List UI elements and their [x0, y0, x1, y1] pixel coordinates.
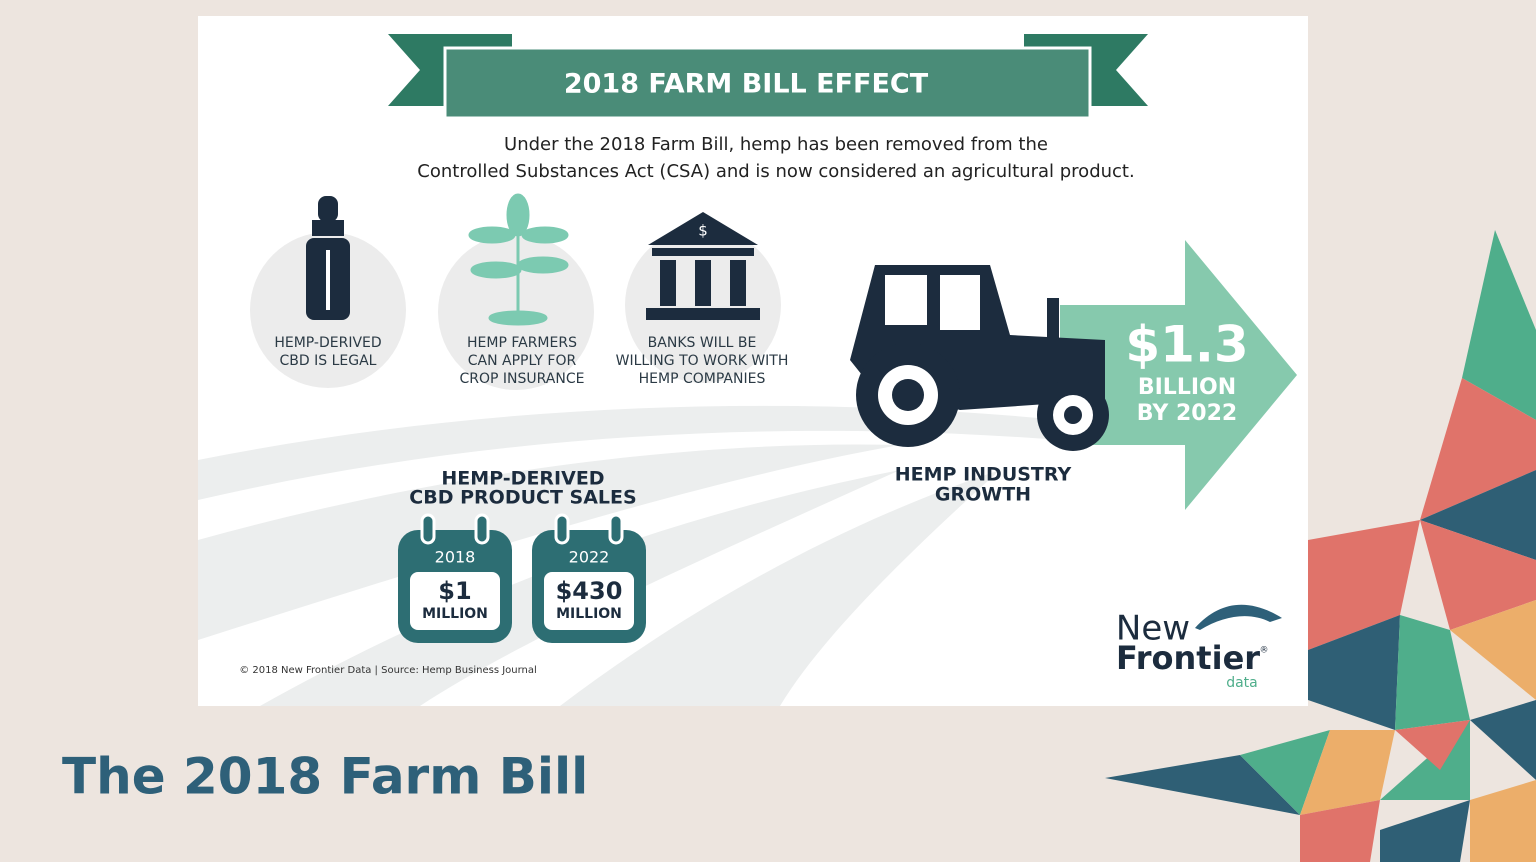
growth-when: BY 2022: [1137, 401, 1237, 426]
calendar-ring: [420, 513, 436, 545]
dropper-icon: [306, 196, 350, 320]
item-label: BANKS WILL BE: [648, 335, 757, 351]
calendar-page: [544, 572, 634, 630]
growth-amount: $1.3: [1125, 316, 1248, 374]
tractor-icon: [850, 265, 1109, 451]
calendar-year: 2018: [435, 548, 476, 567]
calendar-ring: [554, 513, 570, 545]
item-label: CBD IS LEGAL: [280, 353, 377, 369]
item-label: HEMP COMPANIES: [639, 371, 766, 387]
banner-title: 2018 FARM BILL EFFECT: [564, 69, 929, 100]
item-label: HEMP-DERIVED: [274, 335, 381, 351]
calendar-unit: MILLION: [422, 606, 488, 622]
logo-mark: ®: [1260, 646, 1269, 656]
growth-unit: BILLION: [1138, 375, 1236, 400]
growth-arrow: [1060, 240, 1297, 510]
logo-text: Frontier: [1116, 639, 1260, 677]
item-label: CROP INSURANCE: [460, 371, 585, 387]
calendar-amount: $430: [556, 577, 623, 605]
item-label: CAN APPLY FOR: [468, 353, 577, 369]
calendar-year: 2022: [569, 548, 610, 567]
growth-label: GROWTH: [935, 484, 1031, 506]
logo-text: New: [1116, 609, 1190, 649]
calendar-amount: $1: [438, 577, 471, 605]
bank-symbol: $: [698, 222, 708, 240]
item-label: HEMP FARMERS: [467, 335, 577, 351]
decoration: [1105, 230, 1536, 862]
sales-title: HEMP-DERIVED: [441, 468, 604, 490]
slide-title: The 2018 Farm Bill: [62, 748, 588, 806]
logo-text: data: [1226, 675, 1258, 691]
calendar-page: [410, 572, 500, 630]
item-label: WILLING TO WORK WITH: [616, 353, 789, 369]
calendar-ring: [474, 513, 490, 545]
plant-icon: [468, 193, 569, 326]
sales-title: CBD PRODUCT SALES: [409, 487, 636, 509]
bank-icon: [646, 212, 760, 320]
logo-horse: [1195, 604, 1282, 630]
growth-label: HEMP INDUSTRY: [895, 464, 1072, 486]
banner: [388, 34, 1148, 120]
calendar-ring: [608, 513, 624, 545]
footer: © 2018 New Frontier Data | Source: Hemp …: [239, 665, 537, 676]
calendar-unit: MILLION: [556, 606, 622, 622]
intro-text: Under the 2018 Farm Bill, hemp has been …: [504, 134, 1048, 155]
intro-text: Controlled Substances Act (CSA) and is n…: [417, 161, 1134, 182]
